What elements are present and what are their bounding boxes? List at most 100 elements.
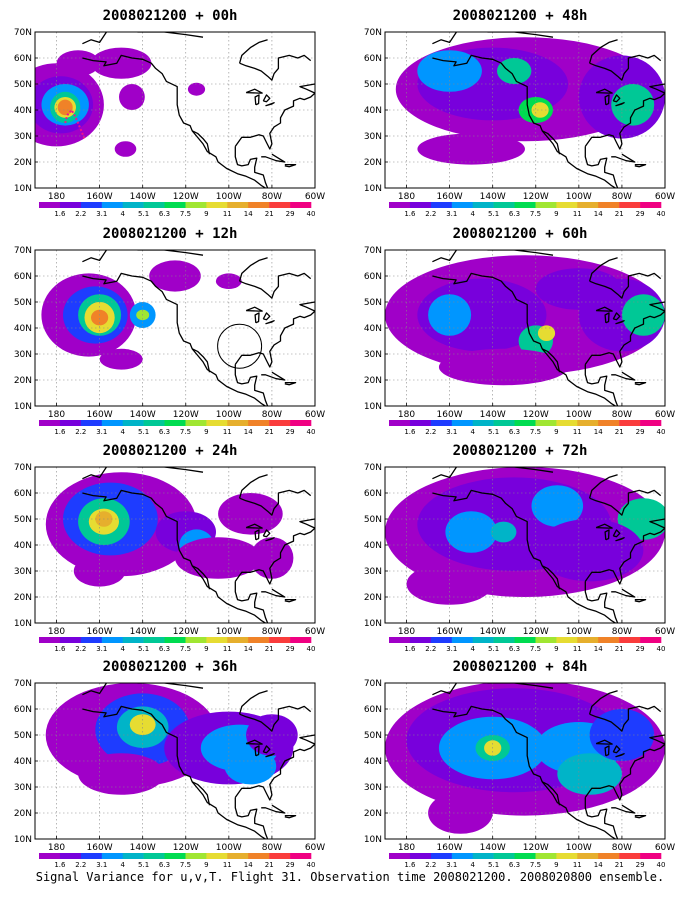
panel-72h: 2008021200 + 72h 70N 60N 50N 40N 30N 20N 10N 18… bbox=[360, 441, 680, 657]
gridlines bbox=[35, 250, 315, 406]
coastline bbox=[284, 598, 297, 603]
gridlines bbox=[35, 683, 315, 839]
colorbar-label: 40 bbox=[307, 428, 316, 436]
lon-label: 120W bbox=[173, 410, 199, 420]
coastline bbox=[82, 705, 266, 839]
colorbar-swatch bbox=[409, 202, 432, 208]
lake-outline bbox=[265, 320, 275, 325]
coastlines bbox=[82, 32, 315, 188]
lon-label: 140W bbox=[480, 192, 506, 202]
lake-outline bbox=[262, 529, 271, 538]
colorbar-label: 11 bbox=[573, 645, 582, 653]
coastline bbox=[432, 250, 554, 263]
lon-label: 120W bbox=[523, 192, 549, 202]
colorbar-label: 3.1 bbox=[446, 645, 457, 653]
colorbar-swatch bbox=[472, 853, 494, 859]
colorbar-swatch bbox=[59, 420, 82, 426]
lon-label: 100W bbox=[216, 410, 242, 420]
lon-label: 180 bbox=[398, 627, 415, 637]
lat-label: 50N bbox=[364, 515, 382, 525]
colorbar-swatch bbox=[556, 637, 578, 643]
colorbar-swatch bbox=[535, 420, 557, 426]
colorbar-swatch bbox=[598, 420, 620, 426]
colorbar-swatch bbox=[269, 420, 291, 426]
colorbar-swatch bbox=[577, 202, 599, 208]
lon-label: 160W bbox=[437, 192, 463, 202]
colorbar-swatch bbox=[269, 202, 291, 208]
coastline bbox=[261, 153, 286, 163]
lon-label: 120W bbox=[173, 192, 199, 202]
lon-label: 60W bbox=[305, 627, 325, 637]
colorbar-label: 4 bbox=[120, 645, 125, 653]
lake-outline bbox=[615, 537, 625, 542]
coastline bbox=[261, 588, 286, 598]
coastline bbox=[432, 54, 616, 188]
colorbar-swatch bbox=[619, 637, 641, 643]
colorbar-label: 6.3 bbox=[509, 210, 520, 218]
coastline bbox=[584, 83, 665, 150]
colorbar-swatch bbox=[101, 202, 123, 208]
variance-contour bbox=[91, 47, 152, 79]
map-plot: 70N 60N 50N 40N 30N 20N 10N 180 160W 140W 120W 100W… bbox=[14, 246, 325, 436]
lon-label: 100W bbox=[566, 410, 592, 420]
coastline bbox=[239, 272, 312, 299]
colorbar-swatch bbox=[535, 853, 557, 859]
lon-label: 160W bbox=[437, 410, 463, 420]
observation-circle bbox=[217, 323, 263, 369]
colorbar-label: 3.1 bbox=[96, 428, 107, 436]
colorbar-swatch bbox=[409, 420, 432, 426]
lat-label: 20N bbox=[14, 158, 32, 168]
colorbar-swatch bbox=[227, 202, 249, 208]
variance-contour bbox=[611, 84, 655, 126]
colorbar-label: 5.1 bbox=[488, 428, 499, 436]
map-plot: 70N 60N 50N 40N 30N 20N 10N 180 160W 140W 120W 100W… bbox=[364, 246, 675, 436]
panel-48h: 2008021200 + 48h 70N 60N 50N 40N 30N 20N 10N 18… bbox=[360, 6, 680, 222]
panel-12h: 2008021200 + 12h 70N 60N 50N 40N 30N 20N 10N 18… bbox=[10, 224, 330, 440]
lat-label: 50N bbox=[14, 515, 32, 525]
colorbar-swatch bbox=[39, 202, 61, 208]
variance-contour bbox=[417, 133, 525, 165]
lat-label: 60N bbox=[364, 705, 382, 715]
coastline bbox=[82, 250, 204, 263]
coastline bbox=[541, 348, 561, 373]
colorbar-swatch bbox=[619, 420, 641, 426]
lake-outline bbox=[595, 88, 613, 94]
lon-label: 160W bbox=[87, 410, 113, 420]
variance-contour bbox=[57, 99, 73, 116]
colorbar-label: 6.3 bbox=[159, 645, 170, 653]
lat-label: 50N bbox=[14, 731, 32, 741]
lat-label: 50N bbox=[364, 731, 382, 741]
colorbar-label: 9 bbox=[204, 861, 208, 869]
coastline bbox=[82, 54, 266, 188]
coastline bbox=[432, 683, 554, 696]
variance-contour bbox=[78, 753, 165, 795]
colorbar-swatch bbox=[290, 420, 312, 426]
colorbar-label: 40 bbox=[657, 861, 666, 869]
colorbar-label: 6.3 bbox=[159, 861, 170, 869]
colorbar-label: 7.5 bbox=[530, 210, 541, 218]
coastline bbox=[238, 474, 268, 499]
colorbar-label: 29 bbox=[636, 428, 645, 436]
colorbar-label: 11 bbox=[223, 428, 232, 436]
colorbar-label: 14 bbox=[594, 428, 603, 436]
variance-contour bbox=[531, 485, 584, 527]
coastline bbox=[82, 32, 204, 45]
lon-label: 120W bbox=[523, 410, 549, 420]
lat-label: 30N bbox=[14, 132, 32, 142]
colorbar-swatch bbox=[430, 202, 452, 208]
lon-label: 80W bbox=[262, 192, 282, 202]
lake-outline bbox=[604, 529, 610, 541]
coastline bbox=[432, 489, 616, 623]
lake-outline bbox=[615, 753, 625, 758]
colorbar-swatch bbox=[493, 637, 515, 643]
lat-label: 70N bbox=[364, 246, 382, 256]
lat-label: 70N bbox=[14, 463, 32, 473]
colorbar-label: 29 bbox=[286, 210, 295, 218]
lat-label: 60N bbox=[364, 489, 382, 499]
lon-label: 180 bbox=[48, 627, 65, 637]
colorbar-label: 2.2 bbox=[425, 645, 436, 653]
lon-label: 140W bbox=[130, 410, 156, 420]
coastline bbox=[634, 814, 647, 819]
colorbar-label: 11 bbox=[223, 645, 232, 653]
lake-outline bbox=[612, 529, 621, 538]
